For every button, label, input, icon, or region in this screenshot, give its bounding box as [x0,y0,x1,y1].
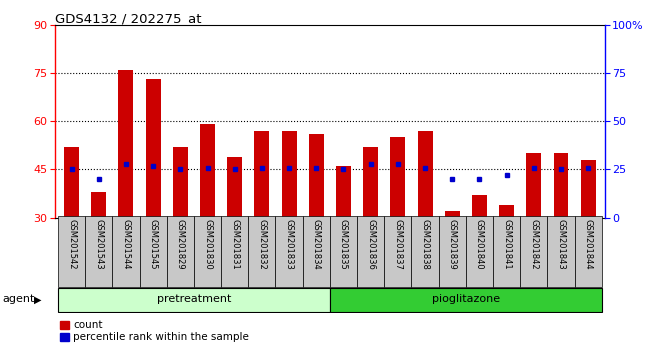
FancyBboxPatch shape [194,216,221,287]
Text: GSM201835: GSM201835 [339,219,348,270]
Text: GSM201833: GSM201833 [285,219,294,270]
Text: GSM201829: GSM201829 [176,219,185,270]
FancyBboxPatch shape [330,288,602,312]
Bar [580,160,595,218]
FancyBboxPatch shape [547,216,575,287]
FancyBboxPatch shape [167,216,194,287]
Bar [146,79,161,218]
Bar [363,147,378,218]
Legend: count, percentile rank within the sample: count, percentile rank within the sample [60,320,249,342]
FancyBboxPatch shape [248,216,276,287]
FancyBboxPatch shape [276,216,303,287]
Text: agent: agent [2,295,34,304]
Bar [281,131,296,218]
FancyBboxPatch shape [112,216,140,287]
FancyBboxPatch shape [384,216,411,287]
Text: GSM201543: GSM201543 [94,219,103,270]
FancyBboxPatch shape [58,216,85,287]
Bar [445,211,460,218]
Bar [417,131,432,218]
Bar [554,153,569,218]
FancyBboxPatch shape [58,288,330,312]
Bar [118,70,133,218]
Bar [254,131,269,218]
Text: GSM201837: GSM201837 [393,219,402,270]
Bar [309,134,324,218]
Text: GSM201839: GSM201839 [448,219,457,270]
Text: GSM201542: GSM201542 [67,219,76,270]
Bar [526,153,541,218]
FancyBboxPatch shape [303,216,330,287]
Text: GSM201844: GSM201844 [584,219,593,270]
Text: GSM201840: GSM201840 [475,219,484,270]
FancyBboxPatch shape [85,216,112,287]
Text: GSM201831: GSM201831 [230,219,239,270]
FancyBboxPatch shape [466,216,493,287]
FancyBboxPatch shape [575,216,602,287]
FancyBboxPatch shape [439,216,466,287]
Text: GSM201834: GSM201834 [312,219,321,270]
Bar [227,156,242,218]
Bar [64,147,79,218]
Text: pretreatment: pretreatment [157,295,231,304]
FancyBboxPatch shape [140,216,167,287]
Bar [200,125,215,218]
Bar [499,205,514,218]
Text: GSM201841: GSM201841 [502,219,511,270]
Bar [336,166,351,218]
Bar [91,192,106,218]
Text: ▶: ▶ [34,295,42,304]
FancyBboxPatch shape [520,216,547,287]
Text: GSM201830: GSM201830 [203,219,212,270]
FancyBboxPatch shape [493,216,520,287]
Text: GSM201544: GSM201544 [122,219,131,270]
Text: GSM201843: GSM201843 [556,219,566,270]
Text: GSM201832: GSM201832 [257,219,266,270]
Text: pioglitazone: pioglitazone [432,295,500,304]
FancyBboxPatch shape [357,216,384,287]
FancyBboxPatch shape [411,216,439,287]
Text: GSM201838: GSM201838 [421,219,430,270]
Bar [391,137,406,218]
Text: GDS4132 / 202275_at: GDS4132 / 202275_at [55,12,201,25]
Text: GSM201842: GSM201842 [529,219,538,270]
Bar [472,195,487,218]
Text: GSM201836: GSM201836 [366,219,375,270]
FancyBboxPatch shape [330,216,357,287]
Text: GSM201545: GSM201545 [149,219,158,270]
Bar [173,147,188,218]
FancyBboxPatch shape [221,216,248,287]
